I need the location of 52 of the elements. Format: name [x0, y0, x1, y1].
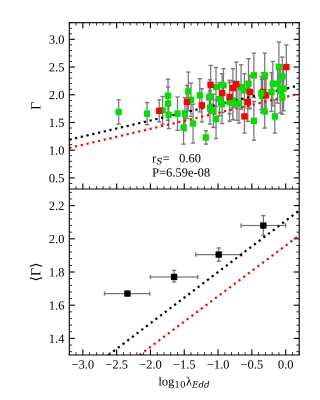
point	[244, 98, 252, 106]
point	[164, 92, 172, 100]
point	[190, 120, 196, 127]
y-tick-label: 1.5	[50, 118, 64, 128]
y-tick-label: 0.5	[49, 174, 64, 182]
x-axis-title: log$_{10}$λ$_{Edd}$	[158, 376, 210, 388]
y-tick-label: 2.0	[49, 90, 64, 100]
point	[260, 222, 267, 229]
annotation: P=6.59e-08	[152, 168, 210, 177]
point	[170, 274, 178, 280]
point	[156, 108, 162, 114]
point	[241, 87, 248, 94]
x-tick-label: −3.0	[72, 360, 94, 369]
point	[279, 94, 286, 101]
y-tick-label: 1.4	[50, 334, 64, 343]
x-tick-label: 0.0	[278, 360, 294, 369]
point	[245, 80, 252, 87]
point	[226, 94, 233, 100]
point	[202, 134, 210, 141]
annotation: r$_{S}$= 0.60	[152, 154, 200, 164]
point	[216, 96, 223, 102]
point	[198, 102, 206, 109]
x-tick-label: −2.0	[140, 360, 162, 369]
point	[185, 88, 192, 95]
point	[174, 110, 181, 117]
x-tick-label: −1.0	[207, 360, 229, 369]
point	[115, 108, 122, 116]
point	[216, 251, 222, 258]
x-tick-label: −0.5	[241, 360, 263, 369]
point	[218, 90, 226, 96]
point	[166, 112, 172, 118]
y-axis-title: ⟨Γ⟩	[30, 264, 42, 280]
y-tick-label: 1.0	[50, 146, 64, 155]
y-axis-title: Γ	[31, 102, 40, 110]
point	[196, 92, 204, 99]
y-tick-label: 3.0	[49, 35, 64, 44]
x-tick-label: −1.5	[174, 360, 196, 369]
y-tick-label: 2.2	[49, 202, 64, 210]
point	[250, 118, 258, 124]
y-tick-label: 2.0	[49, 234, 64, 244]
point	[250, 72, 258, 79]
point	[246, 88, 254, 96]
point	[124, 290, 131, 297]
y-tick-label: 2.5	[49, 63, 64, 72]
x-tick-label: −2.5	[106, 360, 128, 369]
point	[272, 113, 278, 120]
point	[268, 88, 275, 96]
point	[274, 80, 281, 87]
y-tick-label: 1.6	[50, 301, 64, 310]
y-tick-label: 1.8	[50, 268, 64, 277]
point	[144, 110, 150, 117]
point	[241, 113, 248, 120]
